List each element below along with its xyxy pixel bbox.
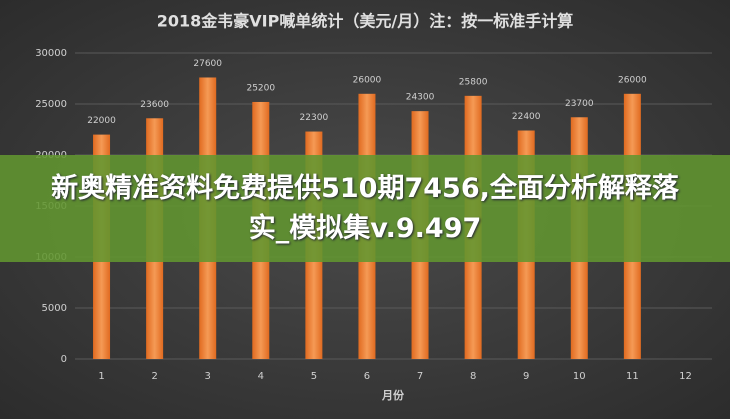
y-tick-label: 30000	[35, 48, 67, 59]
data-label: 24300	[406, 93, 435, 103]
data-label: 23700	[565, 99, 594, 109]
x-axis-label: 月份	[381, 388, 405, 402]
banner: 新奥精准资料免费提供510期7456,全面分析解释落实_模拟集v.9.497	[0, 155, 730, 262]
data-label: 25800	[459, 77, 488, 87]
x-tick-label: 5	[311, 371, 317, 382]
y-tick-label: 25000	[35, 99, 67, 110]
data-label: 27600	[193, 59, 222, 69]
x-tick-label: 11	[626, 371, 639, 382]
x-tick-label: 10	[573, 371, 586, 382]
data-label: 22000	[87, 116, 116, 126]
x-tick-label: 7	[417, 371, 423, 382]
banner-text: 新奥精准资料免费提供510期7456,全面分析解释落实_模拟集v.9.497	[51, 172, 679, 244]
x-tick-label: 1	[98, 371, 104, 382]
data-label: 23600	[140, 100, 169, 110]
x-tick-label: 12	[679, 371, 692, 382]
x-tick-label: 4	[258, 371, 264, 382]
data-label: 22400	[512, 112, 541, 122]
y-tick-label: 5000	[42, 303, 67, 314]
x-tick-label: 9	[523, 371, 529, 382]
data-label: 22300	[300, 113, 329, 123]
chart-title: 2018金韦豪VIP喊单统计（美元/月）注：按一标准手计算	[157, 12, 573, 31]
x-tick-label: 8	[470, 371, 476, 382]
x-tick-label: 6	[364, 371, 370, 382]
x-tick-label: 2	[151, 371, 157, 382]
data-label: 25200	[246, 83, 275, 93]
data-label: 26000	[618, 75, 647, 85]
data-label: 26000	[353, 75, 382, 85]
y-tick-label: 0	[61, 354, 67, 365]
x-tick-label: 3	[205, 371, 211, 382]
